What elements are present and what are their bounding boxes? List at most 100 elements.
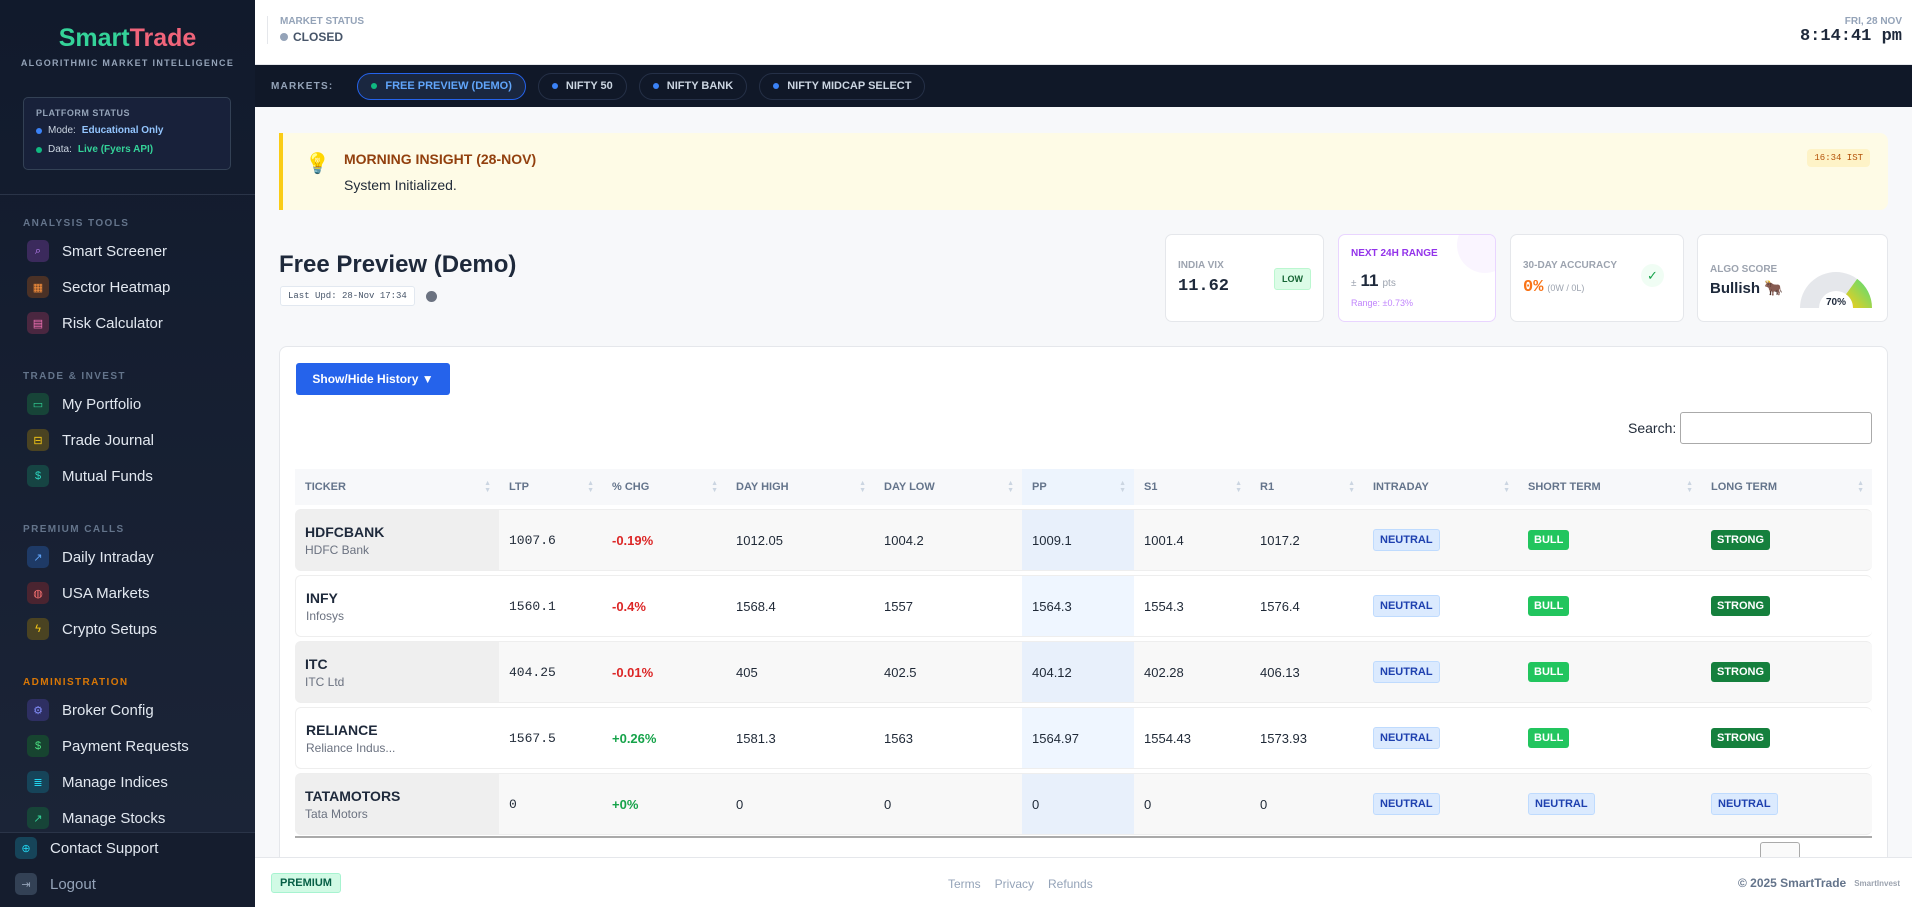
change-cell: -0.01% (602, 641, 726, 703)
next-24h-range-card: NEXT 24H RANGE ± 11 pts Range: ±0.73% (1338, 234, 1496, 322)
ticker-symbol: ITC (305, 655, 328, 672)
short-term-badge: NEUTRAL (1528, 793, 1595, 815)
clock-date: FRI, 28 NOV (1844, 16, 1902, 27)
ticker-name: Infosys (306, 608, 345, 623)
table-row[interactable]: RELIANCE Reliance Indus... 1567.5 +0.26% 158… (295, 707, 1872, 769)
column-header-long-term[interactable]: LONG TERM ▲ ▼ (1701, 469, 1872, 505)
algo-label: ALGO SCORE (1710, 264, 1778, 275)
accuracy-sub: (0W / 0L) (1547, 283, 1585, 293)
s1-cell: 402.28 (1134, 641, 1250, 703)
sidebar-item-trade-journal[interactable]: ⊟ Trade Journal (27, 428, 154, 452)
table-row[interactable]: HDFCBANK HDFC Bank 1007.6 -0.19% 1012.05 1004… (295, 509, 1872, 571)
sidebar-item-manage-indices[interactable]: ≣ Manage Indices (27, 770, 168, 794)
page-title: Free Preview (Demo) (279, 251, 517, 278)
table-row[interactable]: INFY Infosys 1560.1 -0.4% 1568.4 1557 1564.3 15… (295, 575, 1872, 637)
sidebar-item-daily-intraday[interactable]: ↗ Daily Intraday (27, 545, 154, 569)
data-label: Data: (48, 144, 72, 155)
column-label: % CHG (612, 481, 650, 493)
vix-badge: LOW (1274, 268, 1311, 290)
sidebar-item-crypto-setups[interactable]: ϟ Crypto Setups (27, 617, 157, 641)
column-header-short-term[interactable]: SHORT TERM ▲ ▼ (1518, 469, 1701, 505)
chart-icon: ↗ (27, 807, 49, 829)
ltp-cell: 1007.6 (499, 509, 602, 571)
ticker-symbol: TATAMOTORS (305, 787, 401, 804)
sidebar-item-broker-config[interactable]: ⚙ Broker Config (27, 698, 154, 722)
check-circle-icon: ✓ (1641, 264, 1664, 287)
sidebar-nav[interactable]: ANALYSIS TOOLS ⌕ Smart Screener ▦ Sector H… (0, 205, 255, 832)
sidebar-item-payment-requests[interactable]: $ Payment Requests (27, 734, 189, 758)
tab-label: NIFTY MIDCAP SELECT (787, 80, 912, 92)
table-row[interactable]: ITC ITC Ltd 404.25 -0.01% 405 402.5 404.12 402.… (295, 641, 1872, 703)
sidebar-item-label: USA Markets (62, 584, 150, 602)
day-high-cell: 1012.05 (726, 509, 874, 571)
toggle-history-button[interactable]: Show/Hide History ▼ (296, 363, 450, 395)
table-row[interactable]: TATAMOTORS Tata Motors 0 +0% 0 0 0 0 0 NEUTRAL NEU… (295, 773, 1872, 835)
column-header-day-high[interactable]: DAY HIGH ▲ ▼ (726, 469, 874, 505)
long-term-badge: NEUTRAL (1711, 793, 1778, 815)
sidebar-item-risk-calculator[interactable]: ▤ Risk Calculator (27, 311, 163, 335)
column-header-s1[interactable]: S1 ▲ ▼ (1134, 469, 1250, 505)
sidebar-item-mutual-funds[interactable]: $ Mutual Funds (27, 464, 153, 488)
tab-nifty-bank[interactable]: NIFTY BANK (638, 72, 748, 100)
day-low-cell: 1557 (874, 575, 1022, 637)
long-term-cell: STRONG (1701, 509, 1872, 571)
sidebar-item-manage-stocks[interactable]: ↗ Manage Stocks (27, 806, 165, 830)
mode-dot-icon (36, 127, 42, 134)
tab-nifty-midcap-select[interactable]: NIFTY MIDCAP SELECT (759, 72, 926, 100)
gauge-fill (1845, 278, 1872, 308)
sidebar-item-label: Manage Stocks (62, 809, 166, 827)
bolt-icon: ϟ (27, 618, 49, 640)
sidebar-item-usa-markets[interactable]: ◍ USA Markets (27, 581, 150, 605)
platform-status: PLATFORM STATUS Mode: Educational Only Da… (23, 97, 231, 170)
column-header-intraday[interactable]: INTRADAY ▲ ▼ (1363, 469, 1518, 505)
sort-icon: ▲ ▼ (1686, 480, 1693, 494)
accuracy-card: 30-DAY ACCURACY 0% (0W / 0L) ✓ (1510, 234, 1684, 322)
tab-label: NIFTY BANK (666, 80, 734, 92)
search-input[interactable] (1680, 412, 1872, 444)
long-term-badge: STRONG (1711, 596, 1771, 616)
ticker-symbol: RELIANCE (306, 721, 378, 738)
day-high-cell: 1581.3 (726, 707, 874, 769)
markets-label: MARKETS: (271, 80, 334, 92)
sidebar-item-label: Trade Journal (62, 431, 154, 449)
brand-logo[interactable]: SmartTrade (58, 24, 197, 52)
contact-support-link[interactable]: ⊕ Contact Support (15, 836, 158, 860)
dollar-icon: $ (27, 465, 49, 487)
sort-icon: ▲ ▼ (859, 480, 866, 494)
column-header-day-low[interactable]: DAY LOW ▲ ▼ (874, 469, 1022, 505)
sort-icon: ▲ ▼ (1857, 480, 1864, 494)
column-header-ltp[interactable]: LTP ▲ ▼ (499, 469, 602, 505)
long-term-cell: STRONG (1701, 707, 1872, 769)
short-term-badge: BULL (1528, 530, 1570, 550)
terms-link[interactable]: Terms (948, 877, 981, 891)
column-header-r1[interactable]: R1 ▲ ▼ (1250, 469, 1363, 505)
copyright: © 2025 SmartTrade (1737, 876, 1847, 890)
r1-cell: 1576.4 (1250, 575, 1363, 637)
section-premium-calls: PREMIUM CALLS (23, 524, 125, 535)
sidebar-item-smart-screener[interactable]: ⌕ Smart Screener (27, 239, 167, 263)
column-label: SHORT TERM (1528, 481, 1601, 493)
column-header-ticker[interactable]: TICKER ▲ ▼ (295, 469, 499, 505)
sidebar-item-sector-heatmap[interactable]: ▦ Sector Heatmap (27, 275, 170, 299)
column-header-chg[interactable]: % CHG ▲ ▼ (602, 469, 726, 505)
intraday-badge: NEUTRAL (1373, 727, 1440, 749)
day-high-cell: 1568.4 (726, 575, 874, 637)
privacy-link[interactable]: Privacy (994, 877, 1035, 891)
short-term-badge: BULL (1528, 596, 1570, 616)
markets-bar: MARKETS: FREE PREVIEW (DEMO) NIFTY 50 NI… (255, 65, 1912, 107)
tab-free-preview[interactable]: FREE PREVIEW (DEMO) (357, 72, 526, 100)
range-prefix: ± (1351, 278, 1357, 289)
logout-link[interactable]: ⇥ Logout (15, 872, 96, 896)
sidebar-item-my-portfolio[interactable]: ▭ My Portfolio (27, 392, 141, 416)
refunds-link[interactable]: Refunds (1048, 877, 1093, 891)
tab-nifty-50[interactable]: NIFTY 50 (537, 72, 627, 100)
ticker-cell: RELIANCE Reliance Indus... (295, 707, 499, 769)
pp-cell: 1564.3 (1022, 575, 1134, 637)
short-term-cell: NEUTRAL (1518, 773, 1701, 835)
sidebar-item-label: Manage Indices (62, 773, 168, 791)
sidebar-item-label: Crypto Setups (62, 620, 158, 638)
column-header-pp[interactable]: PP ▲ ▼ (1022, 469, 1134, 505)
smartinvest-logo: SmartInvest (1854, 878, 1900, 888)
search-label: Search: (1628, 420, 1677, 436)
change-cell: +0.26% (602, 707, 726, 769)
